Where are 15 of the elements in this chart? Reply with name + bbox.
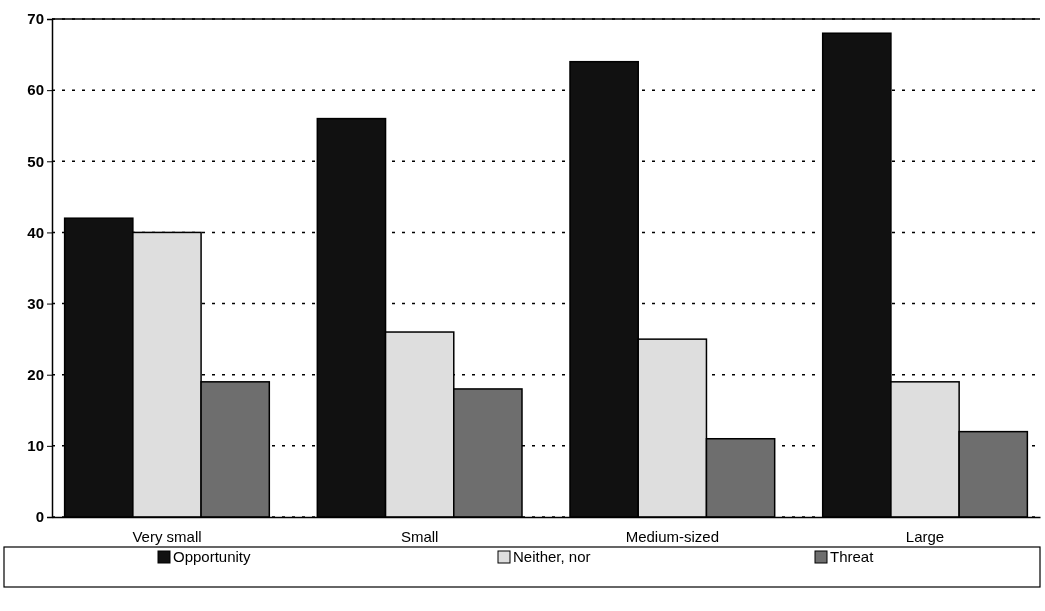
y-tick-label: 20	[27, 366, 44, 384]
x-tick-label: Medium-sized	[625, 527, 720, 545]
y-tick-label: 0	[35, 508, 44, 526]
y-tick-label: 10	[27, 437, 44, 455]
legend-label: Threat	[830, 548, 875, 565]
y-tick-label: 70	[27, 10, 44, 28]
legend-label: Opportunity	[173, 548, 252, 565]
x-tick-label: Very small	[132, 527, 202, 545]
y-tick-label: 30	[27, 294, 44, 312]
x-tick-label: Small	[400, 527, 439, 545]
y-tick-label: 50	[27, 152, 44, 170]
x-tick-label: Large	[905, 527, 945, 545]
y-tick-label: 40	[27, 223, 44, 241]
legend-label: Neither, nor	[513, 548, 591, 565]
y-tick-label: 60	[27, 81, 44, 99]
